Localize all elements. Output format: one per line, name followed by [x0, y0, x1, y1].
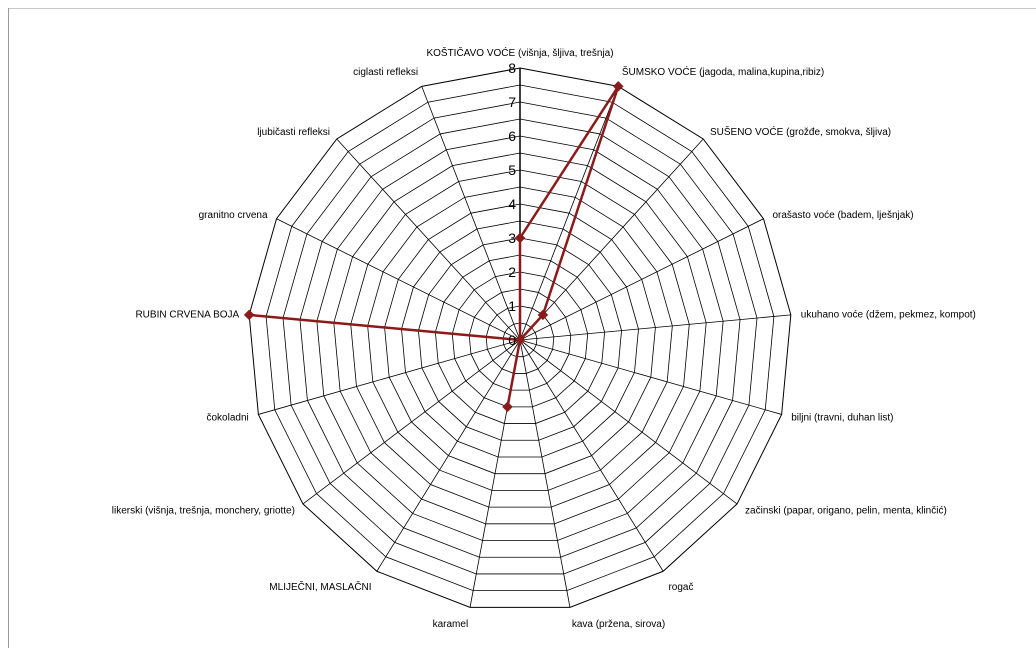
category-label: karamel — [433, 619, 469, 630]
grid-spoke — [519, 218, 764, 341]
category-label: KOŠTIČAVO VOĆE (višnja, šljiva, trešnja) — [426, 46, 613, 59]
category-label: SUŠENO VOĆE (grožđe, smokva, šljiva) — [710, 125, 891, 138]
tick-label: 2 — [508, 264, 516, 280]
category-label: biljni (travni, duhan list) — [791, 413, 893, 424]
grid-ring — [384, 203, 656, 475]
category-label: kava (pržena, sirova) — [572, 619, 665, 630]
grid-ring — [350, 169, 690, 508]
tick-label: 5 — [508, 162, 516, 178]
grid-spoke — [519, 339, 571, 608]
category-label: ljubičasti refleksi — [257, 127, 330, 138]
grid-ring — [485, 305, 555, 374]
category-label: ukuhano voće (džem, pekmez, kompot) — [801, 309, 976, 320]
category-label: rogač — [668, 582, 693, 593]
grid-ring — [333, 152, 707, 525]
grid-spoke — [302, 339, 521, 505]
grid-spoke — [276, 218, 521, 341]
chart-frame-top — [8, 8, 1036, 9]
grid-spoke — [421, 86, 521, 341]
grid-ring — [316, 135, 724, 541]
data-point — [612, 81, 624, 92]
grid-ring — [299, 118, 741, 558]
tick-label: 0 — [508, 332, 516, 348]
category-label: ciglasti refleksi — [353, 67, 418, 78]
grid-ring — [451, 271, 589, 408]
category-label: granitno crvena — [199, 210, 268, 221]
tick-label: 4 — [508, 196, 516, 212]
radial-ticks: 0 1 2 3 4 5 6 7 8 — [508, 60, 516, 348]
data-point — [537, 309, 549, 321]
tick-label: 8 — [508, 60, 516, 76]
data-point — [514, 334, 526, 346]
grid-ring — [418, 237, 622, 441]
grid-spoke — [519, 339, 664, 572]
grid-ring — [282, 101, 758, 575]
category-label: začinski (papar, origano, pelin, menta, … — [745, 505, 947, 516]
data-point — [514, 232, 526, 244]
series-layer — [243, 81, 624, 413]
tick-label: 3 — [508, 230, 516, 246]
chart-frame-left — [8, 8, 9, 648]
grid-ring — [401, 220, 639, 458]
category-labels: KOŠTIČAVO VOĆE (višnja, šljiva, trešnja)… — [112, 46, 976, 630]
category-label: orašasto voće (badem, lješnjak) — [772, 210, 913, 221]
category-label: RUBIN CRVENA BOJA — [135, 309, 239, 320]
grid-spoke — [258, 339, 521, 415]
grid-ring — [248, 67, 792, 608]
grid-spoke — [519, 339, 782, 415]
category-label: MLIJEČNI, MASLAČNI — [269, 580, 371, 593]
grid-spoke — [336, 138, 521, 341]
grid-ring — [434, 254, 606, 424]
grid-spoke — [519, 314, 791, 341]
grid-ring — [502, 322, 538, 358]
category-label: čokoladni — [207, 413, 249, 424]
grid-spoke — [519, 138, 704, 341]
radar-grid — [248, 67, 792, 608]
category-label: likerski (višnja, trešnja, monchery, gri… — [112, 505, 295, 516]
category-label: ŠUMSKO VOĆE (jagoda, malina,kupina,ribiz… — [622, 65, 824, 78]
tick-label: 1 — [508, 298, 516, 314]
grid-ring — [265, 84, 775, 592]
tick-label: 6 — [508, 128, 516, 144]
grid-spoke — [519, 86, 619, 341]
grid-ring — [468, 288, 572, 391]
grid-spoke — [519, 339, 738, 505]
grid-spoke — [376, 339, 521, 572]
data-point — [502, 401, 513, 413]
grid-ring — [367, 186, 673, 491]
tick-label: 7 — [508, 94, 516, 110]
data-point — [243, 309, 255, 321]
